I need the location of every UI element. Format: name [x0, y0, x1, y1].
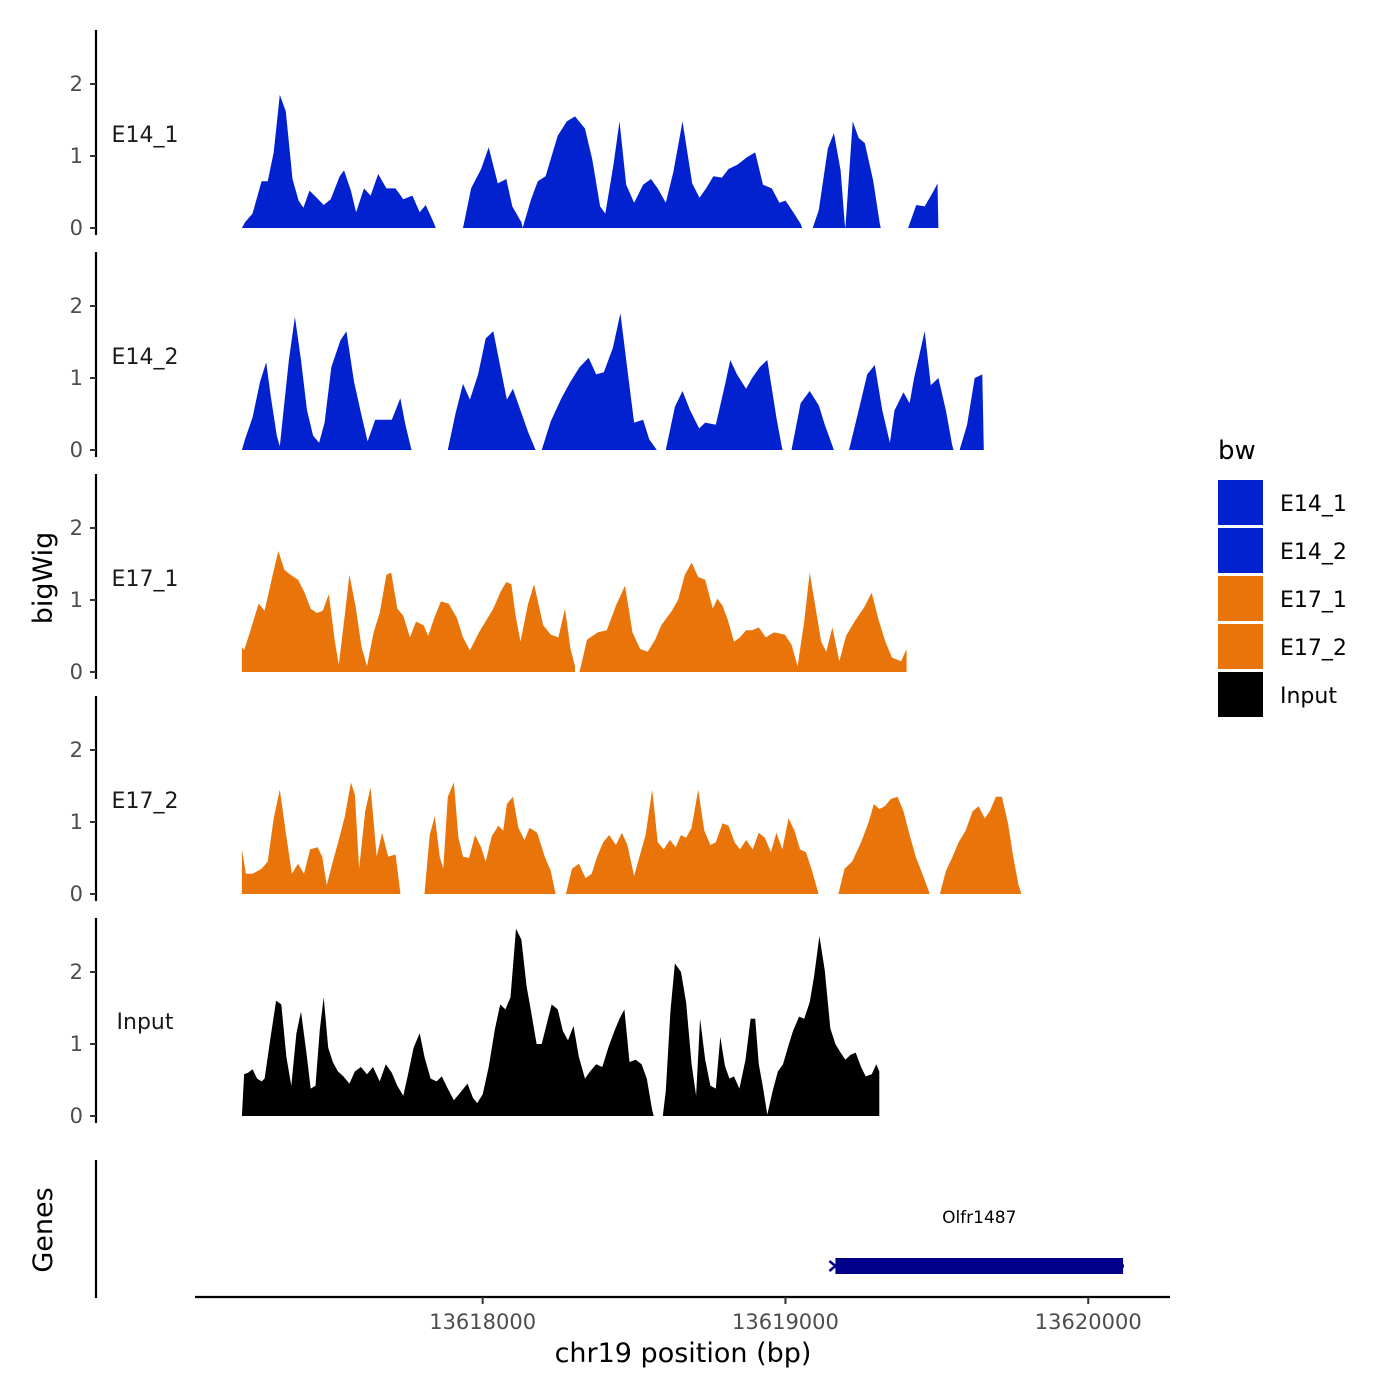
gene-label: Olfr1487	[942, 1208, 1016, 1228]
coverage-area-E17_2	[241, 782, 401, 894]
coverage-area-E17_1	[579, 562, 907, 672]
coverage-area-E17_2	[838, 796, 930, 894]
coverage-area-E14_2	[241, 316, 412, 450]
y-tick-label: 2	[70, 294, 83, 318]
y-tick-label: 0	[70, 660, 83, 684]
track-label: E17_2	[112, 789, 179, 814]
legend-label: E17_1	[1280, 588, 1347, 613]
coverage-area-E17_1	[241, 551, 575, 672]
legend-label: E14_1	[1280, 492, 1347, 517]
legend-label: E17_2	[1280, 636, 1347, 661]
legend-swatch	[1218, 480, 1263, 525]
legend-label: E14_2	[1280, 540, 1347, 565]
genes-axis-title: Genes	[28, 1187, 59, 1272]
coverage-area-E14_2	[849, 331, 954, 450]
legend: bw E14_1 E14_2 E17_1 E17_2 Input	[1218, 436, 1347, 717]
coverage-area-E14_1	[522, 116, 803, 228]
coverage-area-E14_2	[959, 374, 984, 450]
y-tick-label: 0	[70, 882, 83, 906]
track-panel-Input: 0 1 2 Input	[70, 918, 880, 1128]
gene-strand-arrow	[828, 1260, 843, 1272]
y-tick-label: 0	[70, 438, 83, 462]
track-panel-E17_1: 0 1 2 E17_1	[70, 474, 907, 684]
y-tick-label: 2	[70, 516, 83, 540]
gene-end-mark	[1118, 1263, 1125, 1269]
y-tick-label: 2	[70, 738, 83, 762]
coverage-area-E17_2	[565, 789, 819, 894]
legend-swatch	[1218, 624, 1263, 669]
coverage-area-E14_1	[463, 147, 523, 228]
y-axis-title: bigWig	[28, 532, 59, 625]
coverage-area-E14_1	[812, 133, 846, 228]
y-tick-label: 1	[70, 810, 83, 834]
coverage-area-E14_1	[241, 94, 436, 228]
y-tick-label: 1	[70, 366, 83, 390]
coverage-area-E14_2	[665, 360, 783, 450]
track-panel-E17_2: 0 1 2 E17_2	[70, 696, 1021, 906]
coverage-area-E14_2	[791, 391, 834, 450]
y-tick-label: 1	[70, 144, 83, 168]
coverage-area-Input	[662, 936, 880, 1116]
legend-label: Input	[1280, 684, 1337, 709]
x-axis-title: chr19 position (bp)	[555, 1338, 812, 1369]
track-label: E14_2	[112, 345, 179, 370]
coverage-area-E14_1	[845, 121, 881, 228]
y-tick-label: 1	[70, 588, 83, 612]
x-tick-label: 13620000	[1035, 1310, 1142, 1334]
legend-swatch	[1218, 576, 1263, 621]
legend-swatch	[1218, 528, 1263, 573]
coverage-area-E14_2	[447, 331, 536, 450]
track-label: E14_1	[112, 123, 179, 148]
y-tick-label: 1	[70, 1032, 83, 1056]
y-tick-label: 2	[70, 72, 83, 96]
track-panel-E14_1: 0 1 2 E14_1	[70, 30, 939, 240]
coverage-area-E17_2	[424, 782, 556, 894]
gene-body	[835, 1258, 1124, 1274]
track-panels: 0 1 2 E14_1 0 1 2 E14_2 0 1 2 E17_1 0 1 2 E17_2 0 1 2 Input	[70, 30, 1021, 1128]
x-tick-label: 13618000	[429, 1310, 536, 1334]
y-tick-label: 0	[70, 1104, 83, 1128]
coverage-area-E17_2	[939, 796, 1021, 894]
x-tick-label: 13619000	[732, 1310, 839, 1334]
track-panel-E14_2: 0 1 2 E14_2	[70, 252, 984, 462]
coverage-area-E14_2	[541, 313, 657, 450]
x-axis: 13618000 13619000 13620000	[195, 1295, 1170, 1334]
y-tick-label: 0	[70, 216, 83, 240]
legend-title: bw	[1218, 436, 1256, 466]
coverage-area-E14_1	[908, 183, 939, 228]
y-tick-label: 2	[70, 960, 83, 984]
track-label: E17_1	[112, 567, 179, 592]
track-label: Input	[117, 1010, 174, 1035]
legend-swatch	[1218, 672, 1263, 717]
genes-panel: Olfr1487	[94, 1160, 1125, 1298]
coverage-area-Input	[241, 928, 654, 1116]
